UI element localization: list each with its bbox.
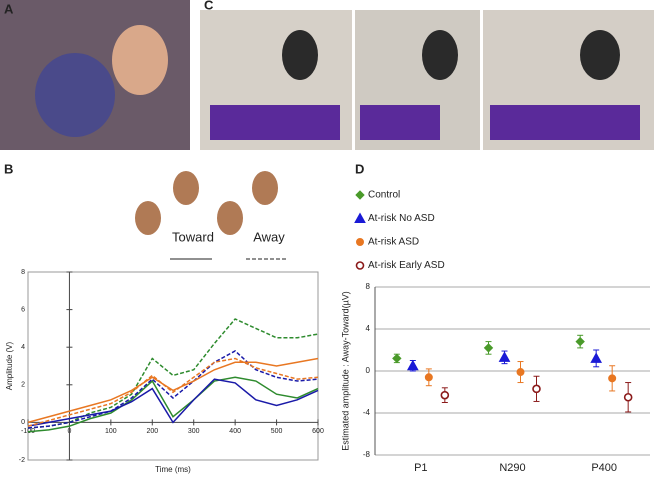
series-line [27,357,319,424]
y-tick-label: -2 [19,457,25,464]
marker [590,352,603,363]
table-c2 [360,105,440,140]
table-c3 [490,105,640,140]
legend-label: Away [253,229,285,244]
x-tick-label: 600 [312,428,324,435]
x-tick-label: 200 [146,428,158,435]
series-line [27,376,319,433]
y-tick-label: 4 [21,344,25,351]
legend-label: At-risk No ASD [368,213,435,224]
marker [424,373,433,382]
legend-label: At-risk Early ASD [368,260,445,271]
panel-label: A [4,1,14,16]
marker [498,351,511,362]
y-tick-label: -4 [363,408,371,417]
y-tick-label: 6 [21,306,25,313]
panel-label: C [204,0,214,12]
marker [406,359,419,371]
series-line [27,357,319,427]
x-tick-label: 100 [105,428,117,435]
y-axis-label: Estimated amplitude : Away-Toward(µV) [340,291,350,451]
adult-c2 [422,30,458,80]
series-line [27,318,319,429]
series-line [27,378,319,427]
marker [532,384,541,394]
y-tick-label: 8 [366,282,371,291]
legend-label: At-risk ASD [368,237,419,248]
series-line [27,350,319,429]
marker [392,353,402,364]
panel-label: D [355,161,364,176]
y-tick-label: 0 [366,366,371,375]
marker [608,374,617,383]
marker [483,343,494,353]
legend-marker [354,212,366,223]
x-tick-label: P400 [591,462,617,474]
x-tick-label: N290 [499,462,525,474]
marker [516,368,525,377]
y-tick-label: -8 [363,450,371,459]
legend-marker [355,261,365,270]
photo-a-infant [35,53,115,137]
legend-label: Toward [172,229,214,244]
y-axis-label: Amplitude (V) [5,341,14,390]
legend-label: Control [368,190,400,201]
marker [575,336,585,347]
x-tick-label: 400 [229,428,241,435]
x-tick-label: 300 [188,428,200,435]
x-tick-label: 500 [271,428,283,435]
y-tick-label: 0 [21,419,25,426]
x-tick-label: P1 [414,462,427,474]
legend-marker [356,238,364,246]
legend-marker [355,190,365,200]
y-tick-label: 2 [21,382,25,389]
x-axis-label: Time (ms) [155,465,191,474]
marker [623,392,633,402]
photo-a-adult [112,25,168,95]
marker [440,390,450,400]
faces [135,171,278,235]
y-tick-label: 8 [21,269,25,276]
y-tick-label: 4 [366,324,371,333]
plot-frame [27,271,319,461]
adult-c3 [580,30,620,80]
adult-c1 [282,30,318,80]
panel-label: B [4,161,13,176]
table-c1 [210,105,340,140]
